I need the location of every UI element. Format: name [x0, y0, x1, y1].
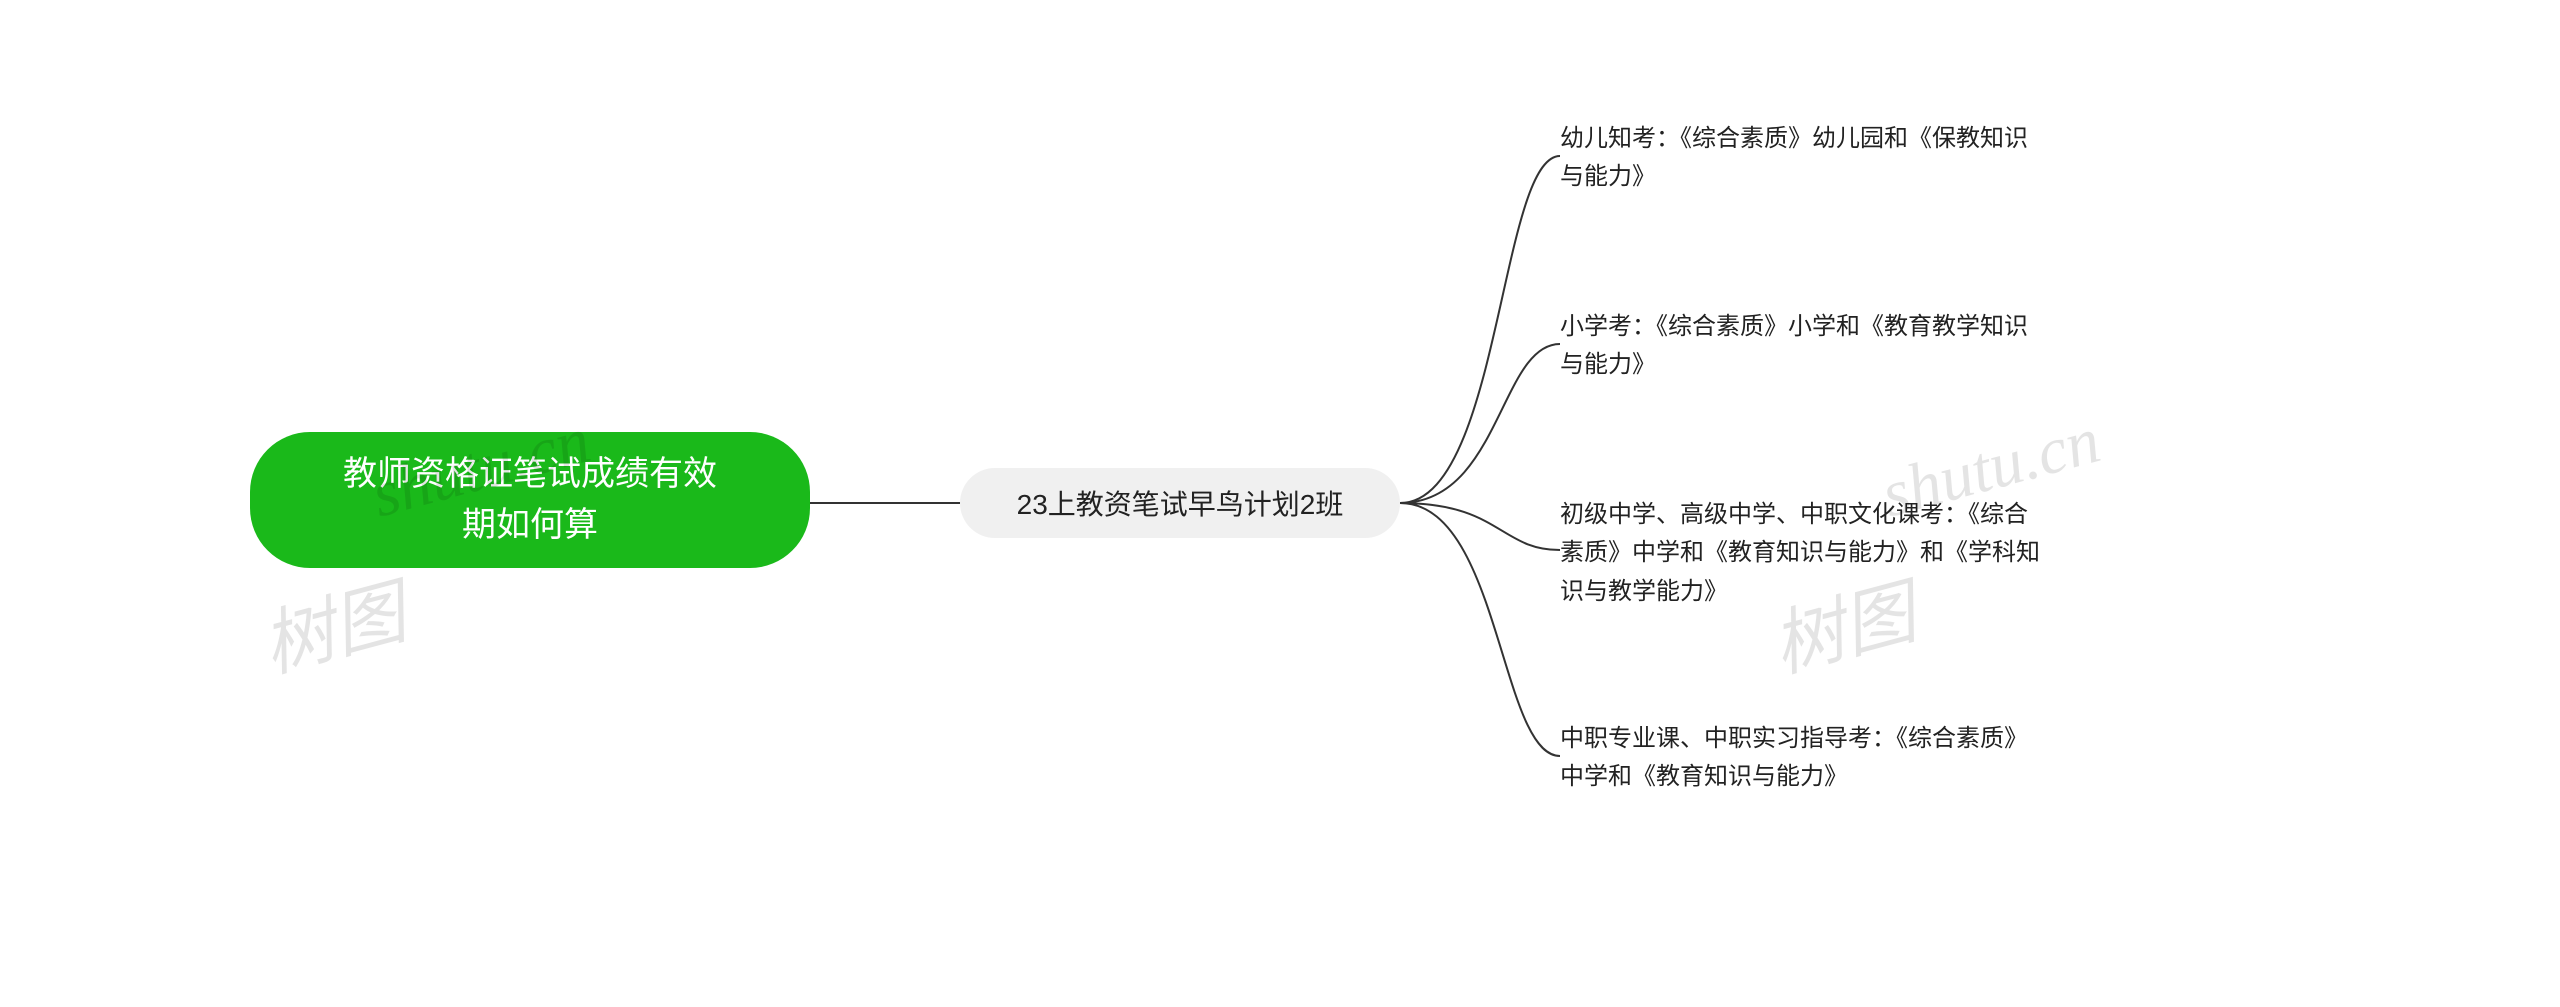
mindmap-level2-text: 23上教资笔试早鸟计划2班	[1017, 483, 1344, 523]
connector-l2-to-leaf	[1400, 503, 1560, 550]
mindmap-leaf-text: 小学考：《综合素质》小学和《教育教学知识 与能力》	[1560, 308, 2028, 385]
mindmap-root-node: 教师资格证笔试成绩有效 期如何算	[250, 432, 810, 568]
mindmap-level2-node: 23上教资笔试早鸟计划2班	[960, 468, 1400, 538]
mindmap-leaf-node: 幼儿知考：《综合素质》幼儿园和《保教知识 与能力》	[1560, 120, 2120, 197]
connector-l2-to-leaf	[1400, 156, 1560, 503]
mindmap-leaf-text: 初级中学、高级中学、中职文化课考：《综合 素质》中学和《教育知识与能力》和《学科…	[1560, 496, 2040, 611]
mindmap-leaf-text: 中职专业课、中职实习指导考：《综合素质》 中学和《教育知识与能力》	[1560, 720, 2028, 797]
watermark-text: 树图	[249, 553, 415, 692]
mindmap-root-text: 教师资格证笔试成绩有效 期如何算	[343, 449, 717, 551]
mindmap-leaf-node: 初级中学、高级中学、中职文化课考：《综合 素质》中学和《教育知识与能力》和《学科…	[1560, 496, 2120, 611]
connector-l2-to-leaf	[1400, 344, 1560, 503]
mindmap-leaf-node: 小学考：《综合素质》小学和《教育教学知识 与能力》	[1560, 308, 2120, 385]
mindmap-leaf-node: 中职专业课、中职实习指导考：《综合素质》 中学和《教育知识与能力》	[1560, 720, 2120, 797]
connector-l2-to-leaf	[1400, 503, 1560, 756]
mindmap-leaf-text: 幼儿知考：《综合素质》幼儿园和《保教知识 与能力》	[1560, 120, 2028, 197]
